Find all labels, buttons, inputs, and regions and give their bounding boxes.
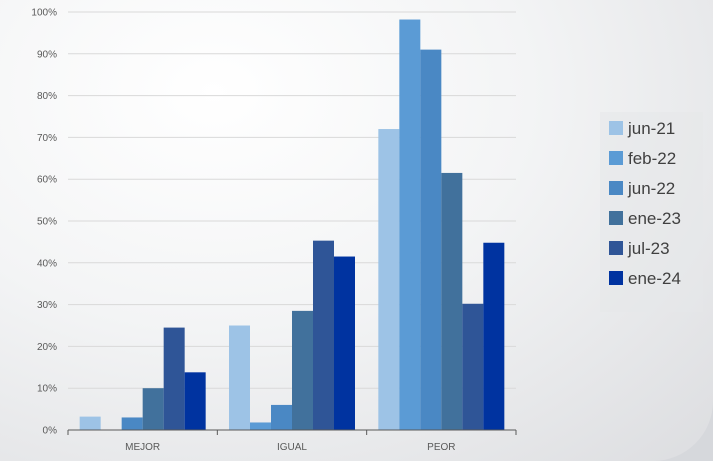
legend-swatch	[609, 211, 623, 225]
y-tick-label: 10%	[37, 384, 57, 395]
bar-feb-22-peor	[399, 19, 421, 431]
bar-feb-22-igual	[250, 422, 271, 430]
y-tick-label: 80%	[37, 91, 57, 102]
legend-swatch	[609, 151, 623, 165]
legend-label: ene-24	[628, 269, 681, 288]
y-tick-label: 30%	[37, 300, 57, 311]
bar-ene-24-mejor	[184, 372, 206, 430]
legend-label: jun-22	[627, 179, 675, 198]
y-tick-label: 20%	[37, 342, 57, 353]
bar-jun-21-peor	[378, 129, 400, 431]
category-label: IGUAL	[277, 442, 307, 453]
y-tick-label: 70%	[37, 133, 57, 144]
y-tick-label: 40%	[37, 258, 57, 269]
gridlines	[68, 11, 516, 389]
bar-ene-23-mejor	[142, 388, 164, 430]
legend-label: jul-23	[627, 239, 670, 258]
legend-label: jun-21	[627, 119, 675, 138]
legend: jun-21 feb-22 jun-22 ene-23 jul-23 ene-24	[600, 112, 703, 312]
bars	[79, 19, 505, 431]
bar-ene-23-peor	[441, 172, 463, 430]
bar-jun-22-mejor	[121, 417, 143, 430]
bar-jul-23-mejor	[163, 327, 185, 430]
category-label: PEOR	[427, 442, 455, 453]
legend-swatch	[609, 181, 623, 195]
y-tick-label: 60%	[37, 175, 57, 186]
x-axis-categories: MEJOR IGUAL PEOR	[125, 442, 455, 453]
legend-swatch	[609, 271, 623, 285]
bar-ene-24-igual	[334, 256, 355, 430]
bar-jul-23-igual	[313, 240, 334, 430]
bar-jun-22-peor	[420, 49, 442, 431]
bar-jul-23-peor	[462, 303, 484, 430]
legend-swatch	[609, 241, 623, 255]
bar-ene-24-peor	[483, 242, 505, 430]
y-tick-label: 50%	[37, 217, 57, 228]
y-tick-label: 0%	[43, 426, 58, 437]
bar-ene-23-igual	[292, 310, 313, 430]
bar-jun-21-mejor	[79, 416, 101, 430]
bar-jun-21-igual	[229, 325, 250, 430]
category-label: MEJOR	[125, 442, 160, 453]
legend-swatch	[609, 121, 623, 135]
y-tick-label: 100%	[31, 8, 57, 19]
y-tick-label: 90%	[37, 49, 57, 60]
legend-label: ene-23	[628, 209, 681, 228]
y-axis-ticks: 0% 10% 20% 30% 40% 50% 60% 70% 80% 90% 100%	[31, 8, 57, 437]
legend-label: feb-22	[628, 149, 676, 168]
x-axis	[67, 429, 517, 435]
bar-jun-22-igual	[271, 404, 292, 430]
